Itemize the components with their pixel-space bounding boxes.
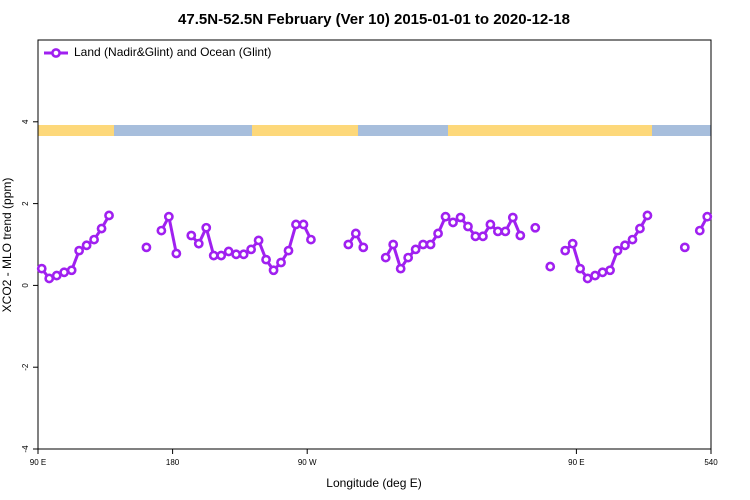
data-point [560, 245, 571, 256]
x-tick-label: 540 [704, 458, 718, 467]
data-point [418, 239, 429, 250]
data-point [455, 212, 466, 223]
y-tick-label: 4 [21, 119, 30, 124]
legend-marker [51, 48, 61, 58]
x-tick-label: 90 W [298, 458, 317, 467]
x-tick-label: 90 E [568, 458, 584, 467]
data-point [343, 239, 354, 250]
data-point [201, 222, 212, 233]
data-point [515, 230, 526, 241]
data-point [163, 211, 174, 222]
data-point [246, 244, 257, 255]
data-point [283, 245, 294, 256]
data-point [380, 252, 391, 263]
data-point [612, 245, 623, 256]
data-point [231, 249, 242, 260]
data-point [223, 246, 234, 257]
data-point [36, 263, 47, 274]
x-axis-label: Longitude (deg E) [326, 476, 421, 490]
data-point [642, 210, 653, 221]
plot-frame [37, 39, 712, 450]
data-point [193, 238, 204, 249]
data-point [276, 257, 286, 268]
data-point [478, 231, 488, 242]
legend-label: Land (Nadir&Glint) and Ocean (Glint) [74, 45, 271, 59]
ocean-band [114, 125, 252, 136]
data-point [59, 267, 70, 278]
land-band [448, 125, 652, 136]
data-point [66, 265, 77, 276]
data-point [507, 212, 518, 223]
data-point [567, 238, 578, 249]
y-tick-label: -2 [21, 363, 30, 371]
data-point [156, 225, 167, 236]
ocean-band [358, 125, 448, 136]
data-point [470, 231, 481, 242]
data-point [261, 254, 271, 265]
land-ocean-band [38, 125, 711, 136]
data-point [268, 265, 279, 276]
data-point [575, 263, 586, 274]
y-tick-label: 0 [21, 283, 30, 288]
y-tick-label: 2 [21, 201, 30, 206]
data-point [440, 211, 451, 222]
data-point [51, 270, 62, 281]
data-point [679, 242, 690, 253]
data-point [216, 250, 227, 261]
data-point [463, 221, 473, 232]
data-point [358, 242, 369, 253]
data-point [500, 226, 511, 237]
land-band [252, 125, 358, 136]
data-point [597, 267, 608, 278]
ocean-band [652, 125, 711, 136]
data-point [492, 226, 503, 237]
data-point [694, 225, 705, 236]
x-tick-label: 180 [166, 458, 180, 467]
land-band [38, 125, 114, 136]
data-point [89, 234, 99, 245]
data-point [104, 210, 114, 221]
data-point [485, 219, 496, 230]
data-point [208, 250, 219, 261]
data-point [448, 217, 458, 228]
data-point [530, 222, 541, 233]
data-point [44, 273, 55, 284]
data-point [582, 273, 593, 284]
data-point [395, 263, 406, 274]
data-point [605, 265, 615, 276]
legend: Land (Nadir&Glint) and Ocean (Glint) [44, 45, 271, 59]
data-point [96, 223, 107, 234]
data-point [403, 252, 414, 263]
data-point [306, 234, 316, 245]
data-point [425, 239, 436, 250]
data-point [74, 245, 85, 256]
data-point [171, 248, 182, 259]
data-point [81, 240, 92, 251]
data-point [238, 249, 249, 260]
data-point [627, 234, 638, 245]
data-point [298, 219, 309, 230]
data-point [291, 219, 301, 230]
data-point [141, 242, 152, 253]
data-point [620, 240, 630, 251]
data-point [635, 223, 645, 234]
chart-title: 47.5N-52.5N February (Ver 10) 2015-01-01… [178, 11, 570, 28]
data-point [433, 228, 443, 239]
y-axis-label: XCO2 - MLO trend (ppm) [0, 178, 14, 313]
x-tick-label: 90 E [30, 458, 46, 467]
data-point [350, 228, 361, 239]
y-tick-label: -4 [21, 445, 30, 453]
data-point [186, 230, 197, 241]
data-point [545, 261, 556, 272]
data-point [253, 235, 264, 246]
data-point [388, 239, 399, 250]
data-point [410, 244, 421, 255]
data-point [590, 270, 600, 281]
data-point [702, 211, 713, 222]
